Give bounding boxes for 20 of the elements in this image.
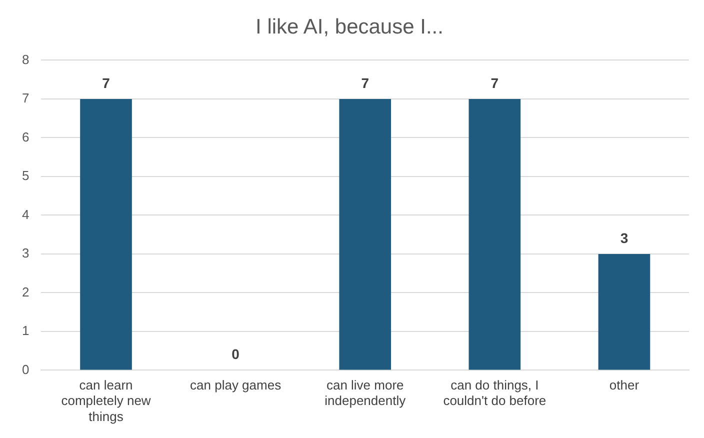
y-tick-label: 6	[22, 129, 30, 144]
y-tick-label: 0	[22, 362, 30, 377]
y-tick-label: 8	[22, 52, 30, 67]
y-tick-label: 7	[22, 90, 30, 106]
data-label: 7	[361, 74, 370, 91]
chart-title: I like AI, because I...	[256, 15, 444, 38]
x-tick-label: can live more independently	[324, 378, 406, 408]
data-label: 3	[620, 230, 628, 246]
x-tick-label: can do things, I couldn't do before	[443, 378, 546, 408]
y-tick-label: 2	[22, 284, 30, 300]
y-tick-label: 1	[22, 323, 30, 338]
y-tick-label: 5	[22, 168, 30, 184]
data-label: 0	[232, 346, 240, 362]
data-label: 7	[490, 74, 499, 91]
x-tick-label: other	[609, 378, 640, 393]
y-tick-label: 4	[22, 206, 30, 222]
y-tick-label: 3	[22, 246, 30, 261]
x-tick-label: can play games	[190, 378, 282, 393]
x-tick-label: can learn completely new things	[61, 378, 152, 424]
data-label: 7	[102, 74, 110, 91]
